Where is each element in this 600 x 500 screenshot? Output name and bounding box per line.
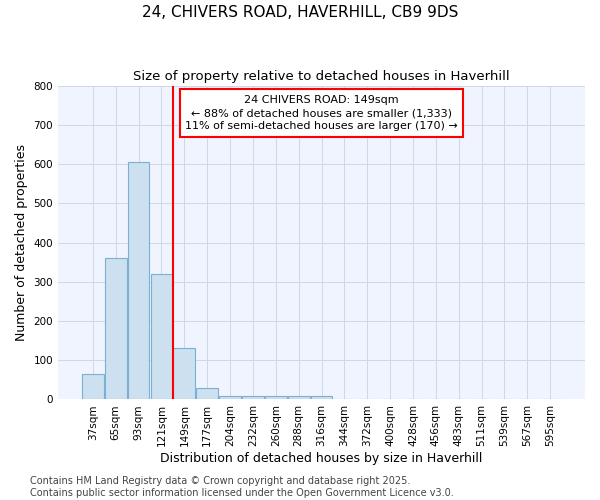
Bar [128,162,149,400]
Text: 24, CHIVERS ROAD, HAVERHILL, CB9 9DS: 24, CHIVERS ROAD, HAVERHILL, CB9 9DS [142,5,458,20]
Bar [105,258,127,400]
Title: Size of property relative to detached houses in Haverhill: Size of property relative to detached ho… [133,70,510,83]
Text: 24 CHIVERS ROAD: 149sqm
← 88% of detached houses are smaller (1,333)
11% of semi: 24 CHIVERS ROAD: 149sqm ← 88% of detache… [185,95,458,132]
Bar [288,396,310,400]
Bar [196,388,218,400]
Bar [173,348,195,400]
Bar [265,396,287,400]
Bar [151,274,172,400]
Bar [82,374,104,400]
Text: Contains HM Land Registry data © Crown copyright and database right 2025.
Contai: Contains HM Land Registry data © Crown c… [30,476,454,498]
Bar [242,396,264,400]
Bar [311,396,332,400]
X-axis label: Distribution of detached houses by size in Haverhill: Distribution of detached houses by size … [160,452,483,465]
Y-axis label: Number of detached properties: Number of detached properties [15,144,28,341]
Bar [219,396,241,400]
